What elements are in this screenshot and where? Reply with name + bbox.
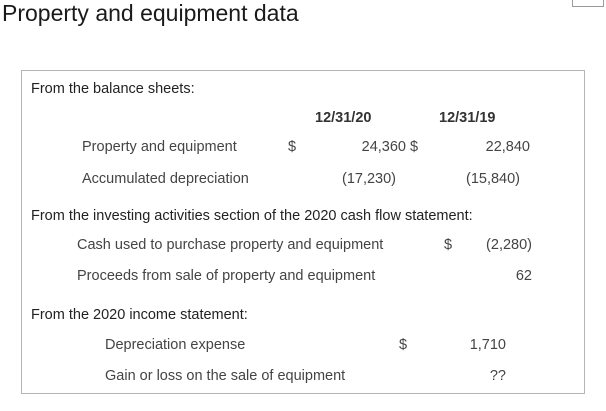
balance-row-label: Accumulated depreciation: [82, 171, 249, 187]
window-corner-icon: [572, 0, 604, 7]
balance-value-2019: (15,840): [466, 171, 521, 187]
data-panel: From the balance sheets: 12/31/20 12/31/…: [21, 70, 585, 394]
balance-sheet-heading: From the balance sheets:: [31, 81, 195, 97]
currency-symbol: $: [410, 139, 419, 155]
income-row-label: Depreciation expense: [105, 337, 246, 353]
currency-symbol: $: [288, 139, 297, 155]
currency-symbol: $: [399, 337, 408, 353]
balance-row-label: Property and equipment: [82, 139, 237, 155]
column-header-2019: 12/31/19: [439, 110, 496, 126]
cash-flow-row-label: Proceeds from sale of property and equip…: [77, 268, 376, 284]
currency-symbol: $: [444, 237, 453, 253]
income-statement-heading: From the 2020 income statement:: [31, 307, 248, 323]
income-row-label: Gain or loss on the sale of equipment: [105, 368, 346, 384]
column-header-2020: 12/31/20: [315, 110, 372, 126]
balance-value-2020: (17,230): [342, 171, 397, 187]
cash-flow-value: (2,280): [486, 237, 532, 253]
income-value: 1,710: [469, 337, 506, 353]
balance-value-2020: 24,360: [361, 139, 406, 155]
cash-flow-heading: From the investing activities section of…: [31, 208, 473, 224]
income-value: ??: [489, 368, 506, 384]
page-title: Property and equipment data: [2, 0, 299, 26]
cash-flow-value: 62: [515, 268, 532, 284]
cash-flow-row-label: Cash used to purchase property and equip…: [77, 237, 384, 253]
balance-value-2019: 22,840: [485, 139, 530, 155]
